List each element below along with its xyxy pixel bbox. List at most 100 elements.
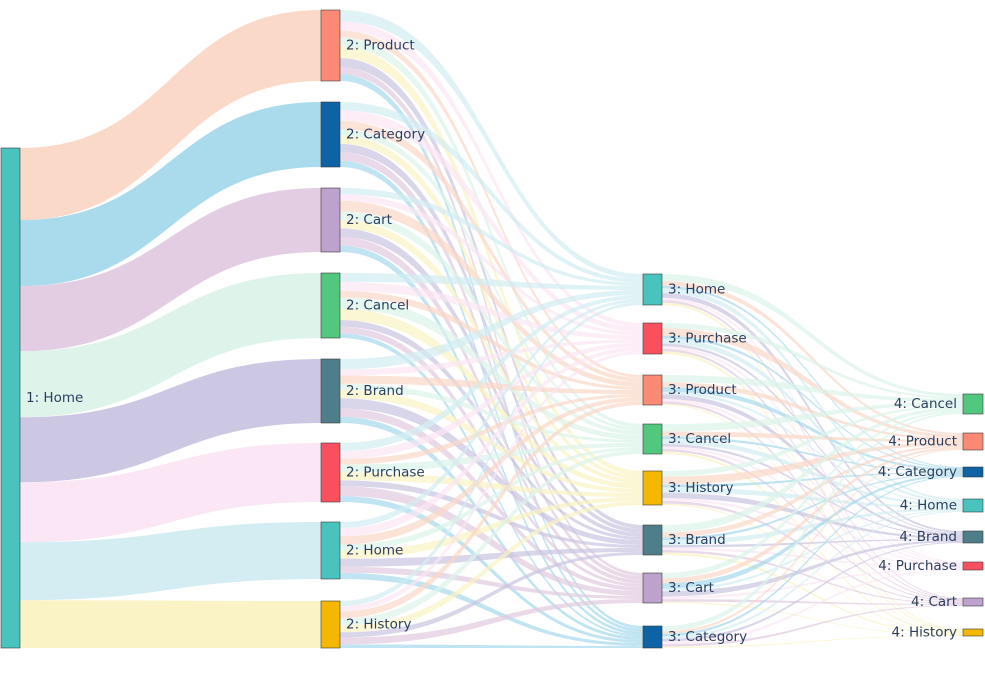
- flow-3-brand-to-4-cart: [662, 550, 963, 604]
- node-label-2-home: 2: Home: [346, 543, 403, 559]
- node-2-category[interactable]: [320, 101, 341, 168]
- flow-3-history-to-4-cart: [662, 500, 963, 603]
- flow-2-purchase-to-3-cancel: [340, 443, 643, 473]
- node-label-3-cancel: 3: Cancel: [668, 431, 731, 447]
- node-label-3-brand: 3: Brand: [668, 532, 726, 548]
- flow-3-history-to-4-home: [662, 487, 963, 508]
- node-2-product[interactable]: [320, 9, 341, 82]
- sankey-links-layer: [20, 10, 963, 648]
- node-label-3-purchase: 3: Purchase: [668, 331, 747, 347]
- node-4-cancel[interactable]: [962, 393, 984, 415]
- flow-2-cart-to-3-history: [340, 220, 643, 484]
- node-3-home[interactable]: [642, 273, 663, 306]
- flow-1-home-to-2-category: [20, 102, 321, 287]
- flow-2-home-to-3-cart: [340, 566, 643, 599]
- flow-2-history-to-3-brand: [340, 552, 643, 638]
- node-3-cancel[interactable]: [642, 423, 663, 455]
- node-2-cart[interactable]: [320, 187, 341, 253]
- node-label-2-history: 2: History: [346, 617, 411, 633]
- node-label-3-product: 3: Product: [668, 382, 737, 398]
- node-2-history[interactable]: [320, 600, 341, 649]
- flow-2-product-to-3-purchase: [340, 21, 643, 328]
- node-1-home[interactable]: [0, 147, 21, 649]
- flow-2-product-to-3-cancel: [340, 37, 643, 428]
- flow-3-category-to-4-history: [662, 635, 963, 648]
- flow-2-category-to-3-home: [340, 102, 643, 283]
- flow-3-home-to-4-home: [662, 288, 963, 501]
- flow-3-category-to-4-purchase: [662, 569, 963, 645]
- flow-3-cancel-to-4-cancel: [662, 402, 963, 432]
- flow-3-product-to-4-category: [662, 387, 963, 471]
- flow-2-purchase-to-3-home: [340, 295, 643, 451]
- flow-3-category-to-4-category: [662, 476, 963, 637]
- flow-3-history-to-4-product: [662, 442, 963, 485]
- flow-3-purchase-to-4-product: [662, 328, 963, 438]
- node-label-2-purchase: 2: Purchase: [346, 465, 425, 481]
- node-label-4-brand: 4: Brand: [899, 529, 957, 545]
- node-2-home[interactable]: [320, 521, 341, 580]
- node-4-brand[interactable]: [962, 530, 984, 544]
- node-4-home[interactable]: [962, 498, 984, 513]
- flow-3-brand-to-4-category: [662, 473, 963, 540]
- flow-1-home-to-2-brand: [20, 359, 321, 483]
- flow-2-purchase-to-3-product: [340, 394, 643, 465]
- flow-3-purchase-to-4-cancel: [662, 323, 963, 399]
- flow-3-brand-to-4-product: [662, 445, 963, 538]
- flow-2-home-to-3-brand: [340, 548, 643, 567]
- node-3-brand[interactable]: [642, 524, 663, 556]
- node-4-category[interactable]: [962, 466, 984, 478]
- flow-2-history-to-3-home: [340, 302, 643, 607]
- flow-1-home-to-2-history: [20, 600, 321, 648]
- flow-2-purchase-to-3-category: [340, 496, 643, 643]
- flow-2-category-to-3-cart: [340, 152, 643, 581]
- flow-2-history-to-3-cart: [340, 599, 643, 645]
- node-4-purchase[interactable]: [962, 561, 984, 571]
- node-label-4-product: 4: Product: [888, 434, 957, 450]
- flow-1-home-to-2-cancel: [20, 273, 321, 418]
- node-4-history[interactable]: [962, 628, 984, 637]
- flow-2-history-to-3-history: [340, 501, 643, 633]
- flow-3-home-to-4-cart: [662, 300, 963, 599]
- flow-3-cancel-to-4-category: [662, 436, 963, 472]
- flow-3-history-to-4-category: [662, 472, 963, 488]
- flow-3-product-to-4-cart: [662, 401, 963, 601]
- flow-3-category-to-4-brand: [662, 542, 963, 642]
- flow-1-home-to-2-cart: [20, 188, 321, 352]
- flow-3-category-to-4-cart: [662, 605, 963, 647]
- node-4-cart[interactable]: [962, 597, 984, 607]
- flow-3-history-to-4-purchase: [662, 498, 963, 567]
- flow-2-purchase-to-3-history: [340, 472, 643, 497]
- flow-3-purchase-to-4-category: [662, 335, 963, 469]
- flow-3-product-to-4-product: [662, 382, 963, 440]
- flow-2-cancel-to-3-cancel: [340, 297, 643, 440]
- node-2-purchase[interactable]: [320, 442, 341, 503]
- flow-3-history-to-4-cancel: [662, 405, 963, 477]
- flow-3-product-to-4-home: [662, 391, 963, 504]
- flow-2-purchase-to-3-brand: [340, 480, 643, 548]
- flow-2-cancel-to-3-purchase: [340, 281, 643, 340]
- flow-3-cart-to-4-cart: [662, 599, 963, 605]
- node-2-brand[interactable]: [320, 358, 341, 424]
- node-label-3-home: 3: Home: [668, 282, 725, 298]
- flow-2-history-to-3-purchase: [340, 350, 643, 612]
- flow-2-history-to-3-product: [340, 401, 643, 619]
- node-2-cancel[interactable]: [320, 272, 341, 339]
- flow-3-cart-to-4-product: [662, 447, 963, 584]
- node-label-3-history: 3: History: [668, 480, 733, 496]
- flow-3-brand-to-4-home: [662, 508, 963, 545]
- flow-2-home-to-3-home: [340, 299, 643, 529]
- node-3-product[interactable]: [642, 374, 663, 406]
- flow-2-home-to-3-product: [340, 397, 643, 545]
- flow-2-cart-to-3-cancel: [340, 211, 643, 435]
- node-3-category[interactable]: [642, 625, 663, 649]
- node-4-product[interactable]: [962, 432, 984, 451]
- node-3-purchase[interactable]: [642, 322, 663, 355]
- flow-2-cancel-to-3-product: [340, 290, 643, 390]
- flow-3-cart-to-4-home: [662, 510, 963, 592]
- flow-1-home-to-2-home: [20, 522, 321, 601]
- flow-2-history-to-3-category: [340, 644, 643, 648]
- node-3-cart[interactable]: [642, 572, 663, 604]
- node-3-history[interactable]: [642, 470, 663, 506]
- flow-2-home-to-3-category: [340, 572, 643, 646]
